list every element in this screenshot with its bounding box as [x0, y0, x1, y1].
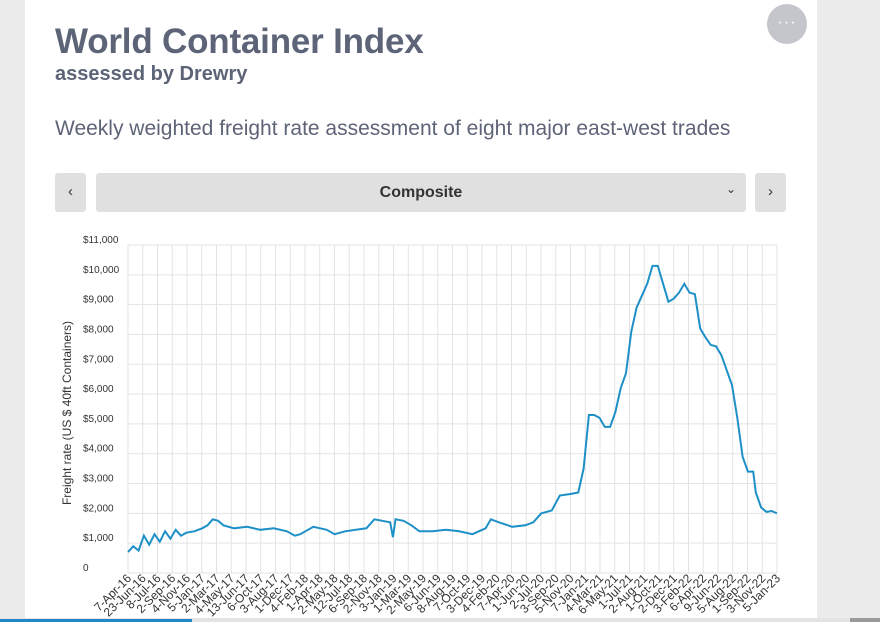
- route-select[interactable]: Composite ⌄: [96, 173, 746, 212]
- next-route-button[interactable]: ›: [755, 173, 786, 212]
- y-tick-label: $5,000: [83, 414, 114, 425]
- previous-route-button[interactable]: ‹: [55, 173, 86, 212]
- y-tick-label: $10,000: [83, 265, 120, 276]
- y-axis-label: Freight rate (US $ 40ft Containers): [60, 321, 74, 505]
- y-axis-ticks: 0 $1,000 $2,000 $3,000 $4,000 $5,000 $6,000 $7,…: [83, 235, 120, 574]
- y-tick-label: $11,000: [83, 235, 119, 246]
- route-select-value: Composite: [379, 184, 463, 201]
- chevron-down-icon: ⌄: [725, 182, 736, 196]
- y-tick-label: $9,000: [83, 295, 114, 306]
- y-tick-label: $8,000: [83, 324, 114, 335]
- chevron-right-icon: ›: [768, 183, 773, 200]
- page-title: World Container Index: [55, 22, 424, 61]
- chart-description: Weekly weighted freight rate assessment …: [55, 117, 731, 140]
- y-tick-label: $4,000: [83, 444, 114, 455]
- scroll-indicator[interactable]: [0, 619, 192, 622]
- chevron-left-icon: ‹: [68, 183, 73, 200]
- scroll-track: [0, 618, 880, 622]
- page-subtitle: assessed by Drewry: [55, 63, 248, 85]
- chart-grid: [127, 244, 778, 574]
- y-tick-label: $1,000: [83, 533, 114, 544]
- composite-series-line: [127, 264, 778, 553]
- y-tick-label: 0: [83, 563, 89, 574]
- x-axis-ticks: 7-Apr-1623-Jun-168-Jul-162-Sep-164-Nov-1…: [91, 571, 783, 619]
- y-tick-label: $3,000: [83, 474, 114, 485]
- y-tick-label: $2,000: [83, 503, 114, 514]
- y-tick-label: $7,000: [83, 354, 114, 365]
- more-horizontal-icon: ···: [777, 14, 797, 31]
- y-tick-label: $6,000: [83, 384, 114, 395]
- scroll-handle[interactable]: [850, 618, 880, 622]
- more-options-button[interactable]: ···: [767, 4, 807, 44]
